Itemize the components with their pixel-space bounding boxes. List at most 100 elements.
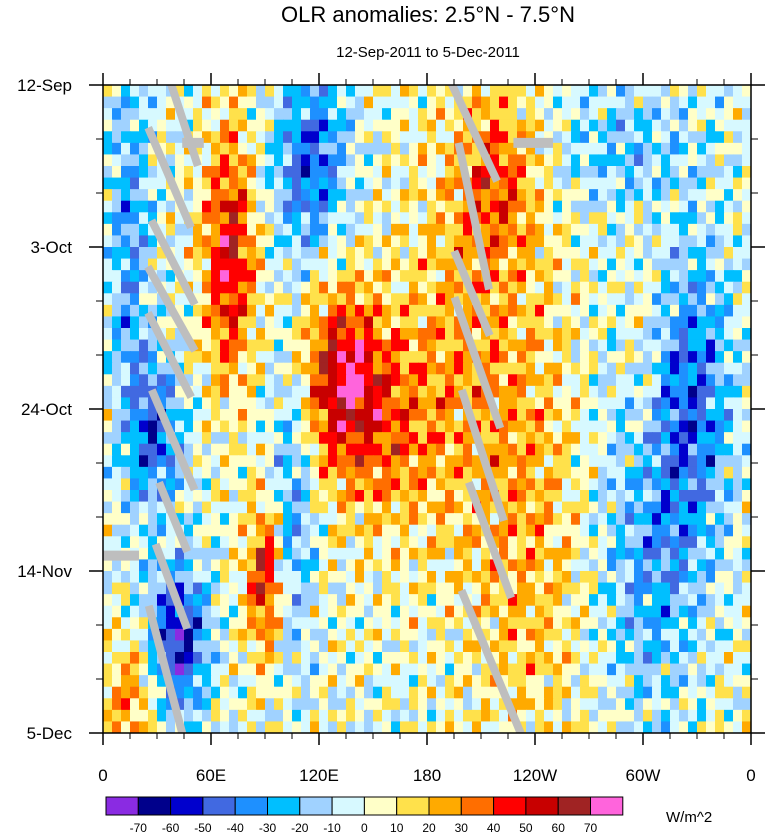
field-cell (211, 582, 221, 595)
field-cell (346, 547, 356, 561)
field-cell (472, 582, 482, 595)
field-cell (364, 443, 374, 456)
field-cell (229, 166, 239, 179)
field-cell (373, 397, 383, 410)
field-cell (238, 119, 248, 132)
field-cell (391, 432, 401, 445)
field-cell (382, 652, 392, 665)
field-cell (301, 270, 311, 283)
field-cell (292, 536, 302, 549)
field-cell (256, 501, 266, 514)
colorbar-swatch (105, 796, 139, 816)
field-cell (310, 605, 320, 618)
field-cell (580, 96, 590, 109)
field-cell (418, 432, 428, 445)
field-cell (652, 432, 662, 445)
field-cell (481, 605, 491, 618)
field-cell (373, 582, 383, 595)
field-cell (544, 235, 554, 248)
field-cell (445, 362, 455, 375)
field-cell (715, 85, 725, 98)
field-cell (400, 339, 410, 352)
field-cell (625, 547, 635, 561)
field-cell (265, 189, 275, 202)
field-cell (436, 374, 446, 387)
field-cell (121, 258, 131, 271)
field-cell (373, 304, 383, 318)
field-cell (706, 409, 716, 422)
field-cell (580, 478, 590, 491)
field-cell (319, 385, 329, 399)
field-cell (562, 478, 572, 491)
field-cell (175, 686, 185, 699)
field-cell (445, 698, 455, 711)
field-cell (184, 108, 194, 121)
field-cell (256, 536, 266, 549)
field-cell (121, 571, 131, 584)
field-cell (679, 385, 689, 399)
field-cell (391, 293, 401, 306)
field-cell (130, 96, 140, 109)
field-cell (130, 490, 140, 503)
missing-data-swath (454, 141, 493, 291)
field-cell (265, 617, 275, 630)
field-cell (517, 466, 527, 480)
field-cell (454, 351, 464, 364)
field-cell (265, 559, 275, 572)
field-cell (580, 652, 590, 665)
field-cell (418, 455, 428, 468)
field-cell (562, 524, 572, 537)
field-cell (382, 385, 392, 399)
field-cell (616, 432, 626, 445)
field-cell (526, 652, 536, 665)
field-cell (373, 328, 383, 341)
field-cell (193, 582, 203, 595)
field-cell (562, 686, 572, 699)
field-cell (175, 663, 185, 676)
field-cell (346, 339, 356, 352)
field-cell (400, 328, 410, 341)
field-cell (346, 640, 356, 653)
field-cell (436, 490, 446, 503)
field-cell (229, 559, 239, 572)
x-tick-label: 0 (98, 766, 107, 785)
field-cell (229, 721, 239, 733)
field-cell (706, 536, 716, 549)
field-cell (616, 455, 626, 468)
field-cell (382, 571, 392, 584)
field-cell (580, 582, 590, 595)
field-cell (544, 709, 554, 723)
field-cell (184, 640, 194, 653)
field-cell (130, 420, 140, 433)
field-cell (265, 501, 275, 514)
field-cell (121, 617, 131, 630)
field-cell (490, 640, 500, 653)
field-cell (535, 316, 545, 329)
field-cell (319, 594, 329, 607)
field-cell (283, 304, 293, 318)
field-cell (193, 281, 203, 294)
field-cell (238, 582, 248, 595)
field-cell (535, 85, 545, 98)
field-cell (355, 316, 365, 329)
field-cell (229, 304, 239, 318)
field-cell (193, 235, 203, 248)
field-cell (139, 362, 149, 375)
field-cell (670, 362, 680, 375)
field-cell (364, 235, 374, 248)
field-cell (391, 397, 401, 410)
field-cell (661, 293, 671, 306)
field-cell (562, 270, 572, 283)
field-cell (418, 235, 428, 248)
field-cell (454, 617, 464, 630)
field-cell (670, 698, 680, 711)
field-cell (616, 247, 626, 260)
colorbar-label: 30 (455, 821, 469, 834)
field-cell (634, 721, 644, 733)
field-cell (409, 455, 419, 468)
field-cell (598, 478, 608, 491)
field-cell (409, 339, 419, 352)
field-cell (400, 594, 410, 607)
field-cell (508, 432, 518, 445)
field-cell (346, 166, 356, 179)
